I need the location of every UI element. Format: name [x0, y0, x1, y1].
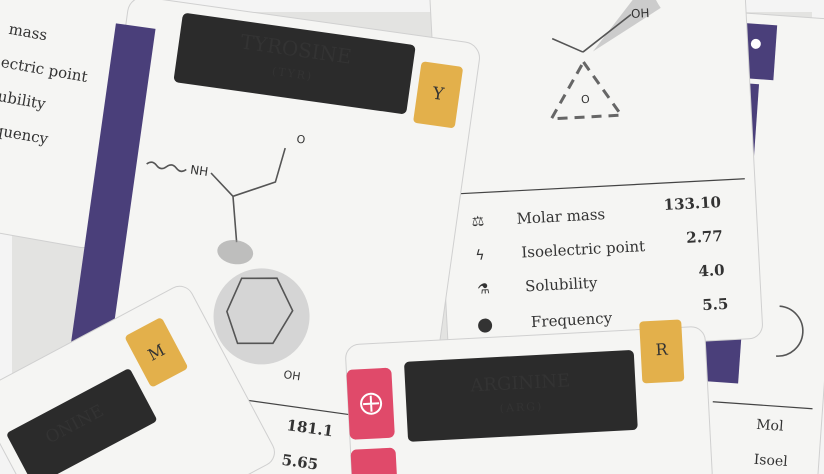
shading	[213, 268, 310, 365]
shading	[217, 240, 254, 265]
bond	[582, 13, 632, 53]
icon: ϟ	[475, 247, 485, 263]
property-value: 2.77	[686, 227, 723, 247]
name-box	[404, 350, 638, 442]
amino-letter: M	[145, 340, 168, 364]
atom-label: OH	[631, 6, 650, 21]
rule	[455, 178, 745, 195]
property-value: 133.10	[663, 193, 721, 214]
rule	[712, 401, 813, 410]
amino-code: (ARG)	[499, 400, 543, 415]
name-box	[173, 13, 416, 114]
atom-label: OH	[283, 368, 302, 383]
name-box	[7, 369, 157, 474]
property-value: 4.0	[698, 261, 725, 280]
property-label: Mol	[756, 417, 785, 435]
icon	[750, 38, 761, 49]
property-value: 5.65	[281, 451, 320, 474]
icon	[478, 318, 493, 333]
letter-box	[639, 319, 685, 384]
wavy-bond	[146, 161, 187, 173]
amino-letter: Y	[430, 84, 446, 106]
letter-box	[413, 61, 463, 128]
icon: ⚗	[477, 281, 490, 298]
color-strip	[69, 23, 156, 356]
property-label: Isoel	[753, 452, 788, 470]
amino-card: OH O ⚖ Molar mass 133.10 ϟ Isoelectric p…	[429, 0, 763, 355]
ring	[226, 277, 294, 345]
property-label: Frequency	[531, 309, 613, 331]
ring	[776, 305, 804, 357]
charge-icon	[360, 392, 383, 415]
property-value: 5.5	[702, 295, 729, 314]
letter-box	[125, 318, 188, 387]
atom-label: O	[581, 93, 591, 106]
atom-label: O	[296, 133, 307, 147]
amino-code: (TYR)	[271, 65, 314, 84]
bond	[551, 37, 584, 53]
charge-box	[350, 447, 398, 474]
atom-label: NH	[189, 163, 209, 179]
amino-letter: R	[655, 340, 669, 360]
bottom-left-card: ONINE M	[0, 285, 275, 474]
icon: ⚖	[471, 213, 484, 230]
property-label: Molar mass	[516, 205, 605, 228]
property-label: Solubility	[525, 274, 599, 296]
shading	[592, 0, 661, 52]
charge-icon	[363, 395, 380, 412]
arginine-card: ARGININE (ARG) R	[345, 319, 713, 474]
bond	[210, 147, 286, 243]
left-card: mass ectric point lubility equency	[0, 0, 136, 249]
